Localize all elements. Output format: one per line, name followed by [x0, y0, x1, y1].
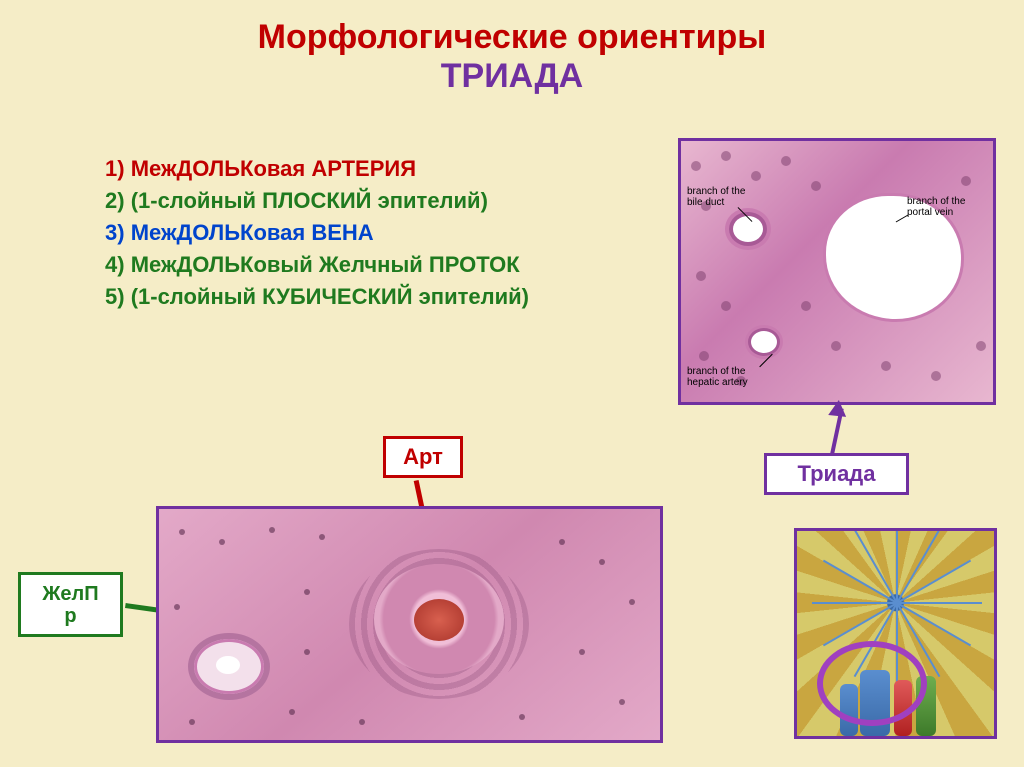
list-item-1: 1) МежДОЛЬКовая АРТЕРИЯ — [105, 153, 529, 185]
list-item-3: 3) МежДОЛЬКовая ВЕНА — [105, 217, 529, 249]
legend-list: 1) МежДОЛЬКовая АРТЕРИЯ 2) (1-слойный ПЛ… — [105, 153, 529, 312]
triada-label-text: Триада — [798, 461, 876, 487]
bile-duct-lumen — [733, 216, 763, 242]
slide-title: Морфологические ориентиры ТРИАДА — [0, 0, 1024, 96]
list-item-3-num: 3) — [105, 220, 125, 245]
zhelpr-label-text: ЖелП р — [42, 583, 98, 627]
list-item-4-text: МежДОЛЬКовый Желчный ПРОТОК — [131, 252, 520, 277]
title-line-2: ТРИАДА — [0, 57, 1024, 96]
label-hepatic-artery-text: branch of the hepatic artery — [687, 366, 748, 388]
zhelpr-label-box: ЖелП р — [18, 572, 123, 637]
list-item-5: 5) (1-слойный КУБИЧЕСКИЙ эпителий) — [105, 281, 529, 313]
label-portal-vein-text: branch of the portal vein — [907, 196, 965, 218]
list-item-4: 4) МежДОЛЬКовый Желчный ПРОТОК — [105, 249, 529, 281]
label-bile-duct-text: branch of the bile duct — [687, 186, 745, 208]
histology-artery-bile — [156, 506, 663, 743]
list-item-1-text: МежДОЛЬКовая АРТЕРИЯ — [131, 156, 416, 181]
art-label-text: Арт — [403, 444, 443, 470]
list-item-4-num: 4) — [105, 252, 125, 277]
triad-highlight-circle — [817, 641, 927, 726]
bile-duct-cross-section — [194, 639, 264, 694]
list-item-1-num: 1) — [105, 156, 125, 181]
label-hepatic-artery: branch of the hepatic artery — [687, 366, 777, 388]
list-item-2-num: 2) — [105, 188, 125, 213]
artery-lumen-blood — [414, 599, 464, 641]
label-portal-vein: branch of the portal vein — [907, 196, 987, 218]
liver-lobule-diagram — [794, 528, 997, 739]
list-item-5-num: 5) — [105, 284, 125, 309]
hepatic-artery-lumen — [751, 331, 777, 353]
triada-label-box: Триада — [764, 453, 909, 495]
list-item-2-text: (1-слойный ПЛОСКИЙ эпителий) — [131, 188, 488, 213]
title-line-1: Морфологические ориентиры — [0, 18, 1024, 57]
list-item-5-text: (1-слойный КУБИЧЕСКИЙ эпителий) — [131, 284, 529, 309]
art-label-box: Арт — [383, 436, 463, 478]
histology-portal-triad: branch of the bile duct branch of the po… — [678, 138, 996, 405]
purple-arrow-head-icon — [828, 399, 848, 417]
label-bile-duct: branch of the bile duct — [687, 186, 767, 208]
list-item-3-text: МежДОЛЬКовая ВЕНА — [131, 220, 374, 245]
list-item-2: 2) (1-слойный ПЛОСКИЙ эпителий) — [105, 185, 529, 217]
